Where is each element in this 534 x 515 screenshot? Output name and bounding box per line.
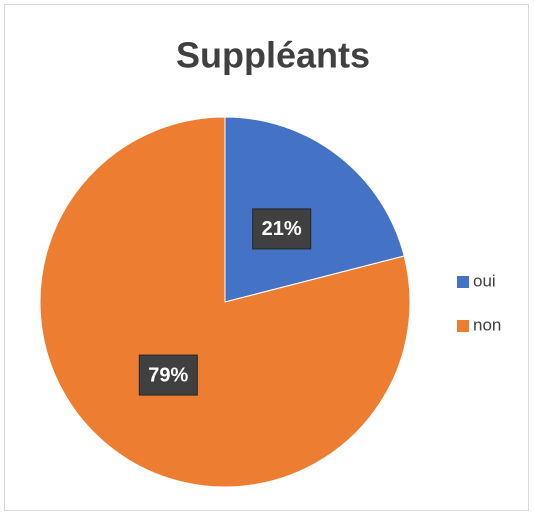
legend-swatch — [457, 320, 469, 332]
chart-title: Suppléants — [176, 35, 370, 76]
pie-slice — [224, 116, 405, 303]
pie-slice — [39, 116, 411, 488]
data-label-box — [252, 208, 312, 250]
legend-label: non — [473, 315, 501, 334]
data-label-box — [138, 354, 198, 396]
legend-swatch — [457, 276, 469, 288]
legend-label: oui — [473, 271, 496, 290]
data-label: 21% — [262, 218, 302, 240]
data-label: 79% — [148, 364, 188, 386]
